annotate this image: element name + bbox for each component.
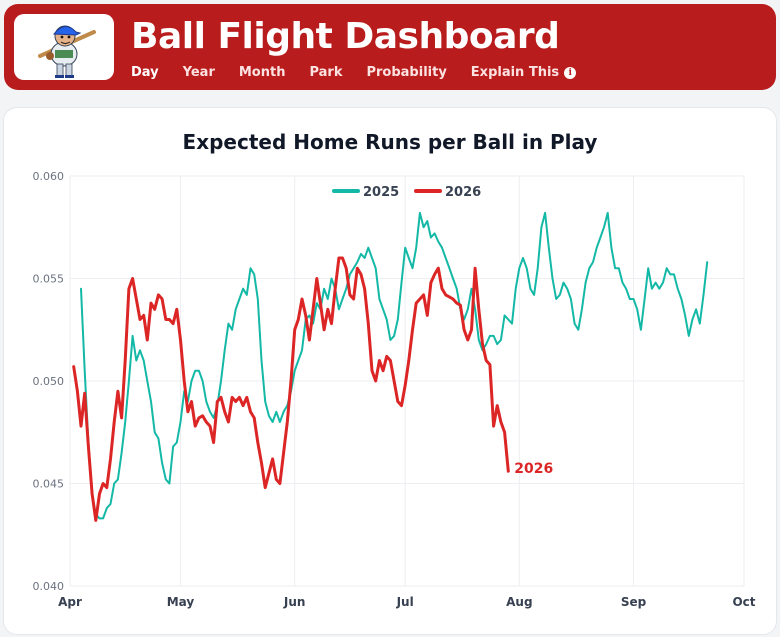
y-tick-label: 0.055 [33,273,65,286]
x-tick-label: Aug [506,595,532,609]
x-tick-label: Oct [732,595,755,609]
y-tick-label: 0.045 [33,478,65,491]
nav-item-year[interactable]: Year [183,65,215,80]
x-tick-label: Jul [396,595,414,609]
chart-card [3,107,777,635]
x-tick-label: Sep [621,595,647,609]
info-icon: i [564,66,577,79]
nav-item-label: Day [131,65,159,80]
x-tick-label: May [167,595,195,609]
series-line-2025[interactable] [80,211,709,520]
nav-item-park[interactable]: Park [309,65,342,80]
y-tick-label: 0.050 [33,375,65,388]
logo[interactable] [14,14,114,80]
chart-title: Expected Home Runs per Ball in Play [182,130,598,154]
ballplayer-mascot-icon [38,25,96,78]
series-line-2026[interactable] [72,256,510,522]
nav-item-label: Month [238,65,286,80]
nav-item-explain-this[interactable]: Explain This i [470,65,577,80]
nav-item-label: Year [182,65,215,80]
legend-label[interactable]: 2025 [363,185,399,200]
x-tick-label: Apr [58,595,82,609]
nav-item-month[interactable]: Month [239,65,286,80]
nav-bar: Day Year Month Park Probability Explain … [131,65,600,80]
header-bar: Ball Flight Dashboard Day Year Month Par… [4,4,776,90]
nav-item-day[interactable]: Day [131,65,159,80]
nav-item-label: Probability [366,65,447,80]
y-tick-label: 0.060 [33,170,65,183]
page-title: Ball Flight Dashboard [131,16,560,57]
nav-item-label: Park [309,65,343,80]
legend-label[interactable]: 2026 [445,185,481,200]
series-end-label: 2026 [514,461,553,477]
x-tick-label: Jun [283,595,306,609]
nav-item-label: Explain This [470,65,560,80]
nav-item-probability[interactable]: Probability [366,65,446,80]
y-tick-label: 0.040 [33,580,65,593]
